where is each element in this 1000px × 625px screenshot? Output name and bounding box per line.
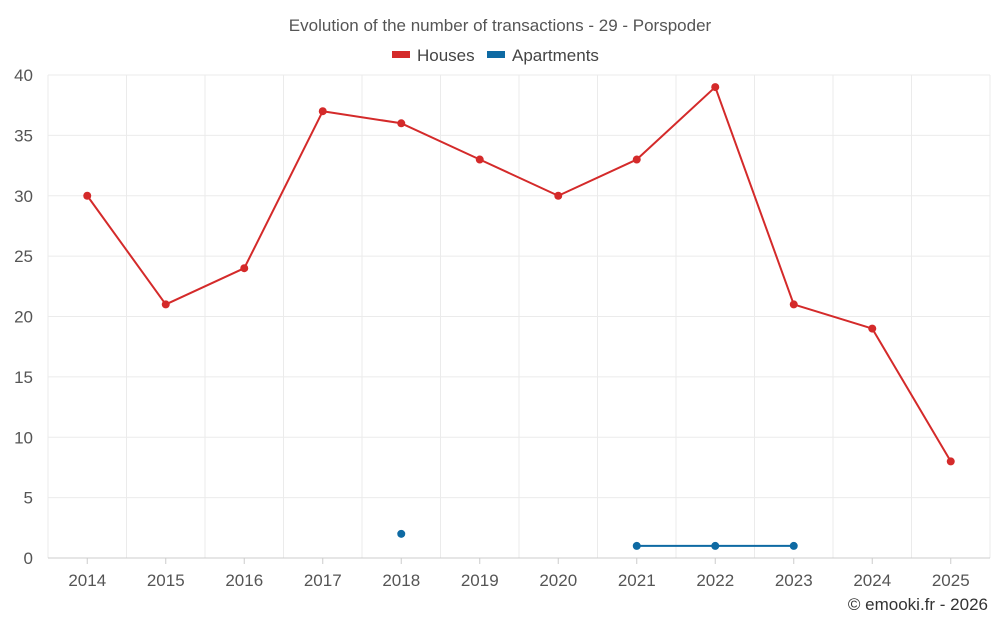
legend-label-houses: Houses: [417, 46, 475, 65]
data-point-houses[interactable]: [711, 83, 720, 92]
data-point-houses[interactable]: [318, 107, 327, 116]
data-point-houses[interactable]: [240, 264, 249, 273]
series-line-houses: [86, 86, 952, 462]
legend-swatch-apartments: [487, 51, 505, 58]
data-point-houses[interactable]: [83, 191, 92, 200]
y-tick-label: 15: [14, 368, 33, 387]
y-tick-label: 20: [14, 308, 33, 327]
credit-text: © emooki.fr - 2026: [848, 595, 988, 614]
x-tick-label: 2014: [68, 571, 106, 590]
x-tick-label: 2022: [696, 571, 734, 590]
y-tick-label: 40: [14, 66, 33, 85]
data-point-houses[interactable]: [397, 119, 406, 128]
x-tick-label: 2024: [853, 571, 891, 590]
data-point-houses[interactable]: [789, 300, 798, 309]
data-point-apartments[interactable]: [632, 541, 641, 550]
x-tick-label: 2016: [225, 571, 263, 590]
grid: [47, 74, 991, 558]
data-point-houses[interactable]: [554, 191, 563, 200]
series-houses: [83, 83, 955, 466]
data-point-apartments[interactable]: [789, 541, 798, 550]
y-tick-label: 5: [24, 489, 33, 508]
y-tick-label: 30: [14, 187, 33, 206]
data-point-houses[interactable]: [632, 155, 641, 164]
data-point-apartments[interactable]: [397, 529, 406, 538]
legend-swatch-houses: [392, 51, 410, 58]
y-tick-label: 10: [14, 428, 33, 447]
chart-title: Evolution of the number of transactions …: [289, 16, 712, 35]
data-point-houses[interactable]: [161, 300, 170, 309]
legend-item-houses[interactable]: Houses: [392, 46, 475, 65]
series-apartments: [397, 529, 798, 550]
data-point-houses[interactable]: [946, 457, 955, 466]
legend-item-apartments[interactable]: Apartments: [487, 46, 599, 65]
x-tick-label: 2017: [304, 571, 342, 590]
data-point-houses[interactable]: [475, 155, 484, 164]
x-tick-label: 2015: [147, 571, 185, 590]
x-tick-label: 2025: [932, 571, 970, 590]
plot-area: [83, 83, 955, 550]
y-tick-label: 0: [24, 549, 33, 568]
legend-label-apartments: Apartments: [512, 46, 599, 65]
x-tick-label: 2018: [382, 571, 420, 590]
x-tick-label: 2020: [539, 571, 577, 590]
y-tick-label: 25: [14, 247, 33, 266]
x-tick-label: 2021: [618, 571, 656, 590]
data-point-apartments[interactable]: [711, 541, 720, 550]
y-tick-label: 35: [14, 126, 33, 145]
x-tick-label: 2023: [775, 571, 813, 590]
x-tick-label: 2019: [461, 571, 499, 590]
legend: Houses Apartments: [392, 46, 599, 65]
data-point-houses[interactable]: [868, 324, 877, 333]
